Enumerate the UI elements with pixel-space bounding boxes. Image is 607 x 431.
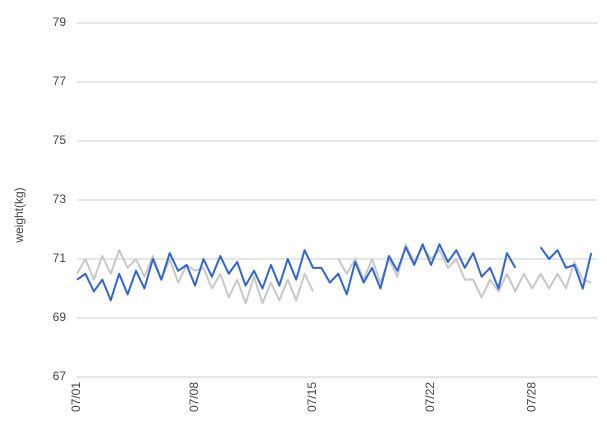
y-tick-label: 79 <box>53 15 67 29</box>
y-tick-label: 67 <box>53 369 67 383</box>
y-tick-label: 73 <box>53 192 67 206</box>
y-tick-label: 75 <box>53 133 67 147</box>
x-tick-label: 07/15 <box>305 382 319 412</box>
y-tick-label: 71 <box>53 251 67 265</box>
series-line <box>76 243 593 302</box>
x-tick-label: 07/01 <box>69 382 83 412</box>
y-tick-label: 69 <box>53 310 67 324</box>
x-tick-label: 07/08 <box>187 382 201 412</box>
y-tick-label: 77 <box>53 74 67 88</box>
series-line <box>76 243 592 305</box>
x-tick-label: 07/28 <box>524 382 538 412</box>
x-tick-label: 07/22 <box>423 382 437 412</box>
y-axis-label: weight(kg) <box>12 187 26 243</box>
